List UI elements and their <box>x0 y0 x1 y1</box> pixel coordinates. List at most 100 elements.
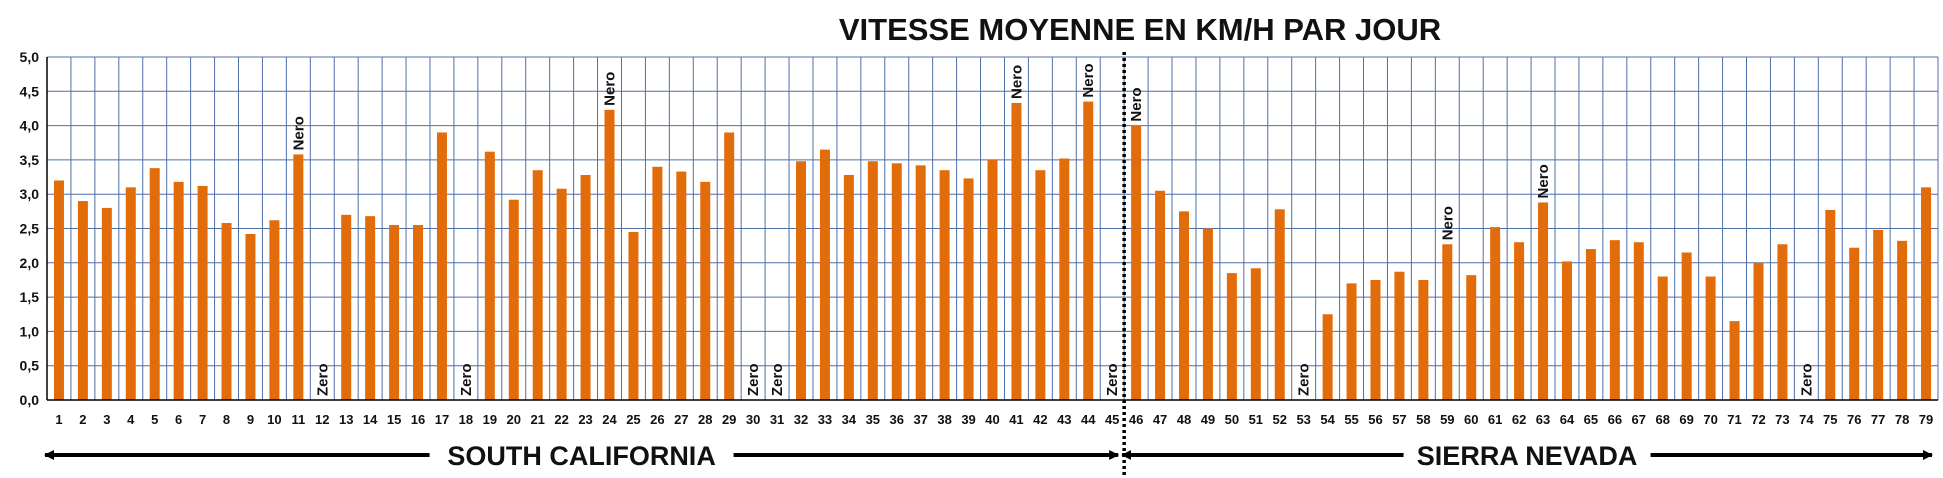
axes <box>46 57 1938 401</box>
bar <box>1322 314 1333 400</box>
x-tick-label: 64 <box>1560 412 1575 427</box>
bar-annotation: Nero <box>1535 164 1552 198</box>
bar <box>269 220 280 400</box>
bar <box>1490 227 1501 400</box>
x-tick-label: 68 <box>1655 412 1669 427</box>
bar <box>724 132 735 400</box>
x-tick-label: 47 <box>1153 412 1167 427</box>
bar-annotation: Zero <box>769 363 786 396</box>
bar <box>891 163 902 400</box>
bar <box>77 201 88 400</box>
bar <box>556 188 567 400</box>
bar <box>963 178 974 400</box>
bar <box>1633 242 1644 400</box>
bar <box>843 174 854 400</box>
x-tick-label: 8 <box>223 412 230 427</box>
bar <box>197 185 208 400</box>
x-tick-label: 38 <box>937 412 951 427</box>
bar-annotation: Nero <box>1439 206 1456 240</box>
x-tick-label: 46 <box>1129 412 1143 427</box>
region-label: SIERRA NEVADA <box>1417 441 1638 471</box>
x-tick-label: 75 <box>1823 412 1837 427</box>
x-tick-label: 71 <box>1727 412 1741 427</box>
x-tick-label: 14 <box>363 412 378 427</box>
bar <box>1274 209 1285 400</box>
bar <box>1155 190 1166 400</box>
x-tick-label: 25 <box>626 412 640 427</box>
bar <box>987 159 998 400</box>
bars <box>53 101 1932 401</box>
x-tick-label: 78 <box>1895 412 1909 427</box>
x-tick-label: 7 <box>199 412 206 427</box>
x-tick-label: 50 <box>1225 412 1239 427</box>
bar <box>1514 242 1525 400</box>
x-tick-label: 61 <box>1488 412 1502 427</box>
y-tick-label: 1,0 <box>20 323 40 339</box>
x-tick-label: 40 <box>985 412 999 427</box>
y-tick-label: 2,0 <box>20 255 40 271</box>
bar <box>796 161 807 400</box>
x-tick-label: 18 <box>459 412 473 427</box>
x-tick-label: 41 <box>1009 412 1023 427</box>
x-tick-label: 10 <box>267 412 281 427</box>
bar <box>436 132 447 400</box>
x-tick-label: 29 <box>722 412 736 427</box>
bar <box>1035 170 1046 400</box>
y-tick-label: 3,0 <box>20 186 40 202</box>
x-tick-label: 48 <box>1177 412 1191 427</box>
x-tick-label: 9 <box>247 412 254 427</box>
bar <box>1011 102 1022 400</box>
x-tick-label: 19 <box>483 412 497 427</box>
bar <box>628 231 639 400</box>
x-tick-label: 24 <box>602 412 617 427</box>
x-tick-label: 77 <box>1871 412 1885 427</box>
x-tick-label: 13 <box>339 412 353 427</box>
bar <box>1538 202 1549 400</box>
gridlines <box>46 56 1939 400</box>
x-tick-label: 67 <box>1632 412 1646 427</box>
x-tick-label: 4 <box>127 412 135 427</box>
x-tick-label: 72 <box>1751 412 1765 427</box>
bar <box>1131 125 1142 400</box>
x-tick-label: 66 <box>1608 412 1622 427</box>
bar-annotation: Zero <box>458 363 475 396</box>
x-tick-label: 12 <box>315 412 329 427</box>
chart-title: VITESSE MOYENNE EN KM/H PAR JOUR <box>839 12 1441 47</box>
bar <box>1346 283 1357 400</box>
bar <box>867 161 878 400</box>
x-tick-label: 36 <box>890 412 904 427</box>
y-tick-label: 3,5 <box>20 152 40 168</box>
bar <box>1849 247 1860 400</box>
y-tick-label: 5,0 <box>20 49 40 65</box>
bar <box>389 225 400 400</box>
x-tick-label: 15 <box>387 412 401 427</box>
bar <box>1226 273 1237 400</box>
bar <box>413 225 424 400</box>
bar <box>1394 271 1405 400</box>
bar <box>125 187 136 400</box>
bar <box>1705 276 1716 400</box>
bar <box>700 181 711 400</box>
x-tick-label: 73 <box>1775 412 1789 427</box>
bar <box>939 170 950 400</box>
bar <box>1202 228 1213 400</box>
bar <box>1585 249 1596 400</box>
bar <box>1178 211 1189 400</box>
x-tick-label: 6 <box>175 412 182 427</box>
bar-annotation: Zero <box>314 363 331 396</box>
bar-annotation: Nero <box>1128 87 1145 121</box>
x-tick-label: 1 <box>55 412 62 427</box>
x-tick-label: 33 <box>818 412 832 427</box>
x-tick-label: 17 <box>435 412 449 427</box>
x-tick-label: 3 <box>103 412 110 427</box>
bar <box>1921 187 1932 400</box>
bar <box>604 109 615 401</box>
x-tick-label: 2 <box>79 412 86 427</box>
bar <box>508 199 519 400</box>
x-tick-label: 54 <box>1320 412 1335 427</box>
bar <box>1418 279 1429 400</box>
x-tick-label: 74 <box>1799 412 1814 427</box>
bar-annotations: Nero Zero Zero Nero Zero Zero Nero Nero Zero Nero… <box>290 63 1815 396</box>
bar <box>532 170 543 400</box>
